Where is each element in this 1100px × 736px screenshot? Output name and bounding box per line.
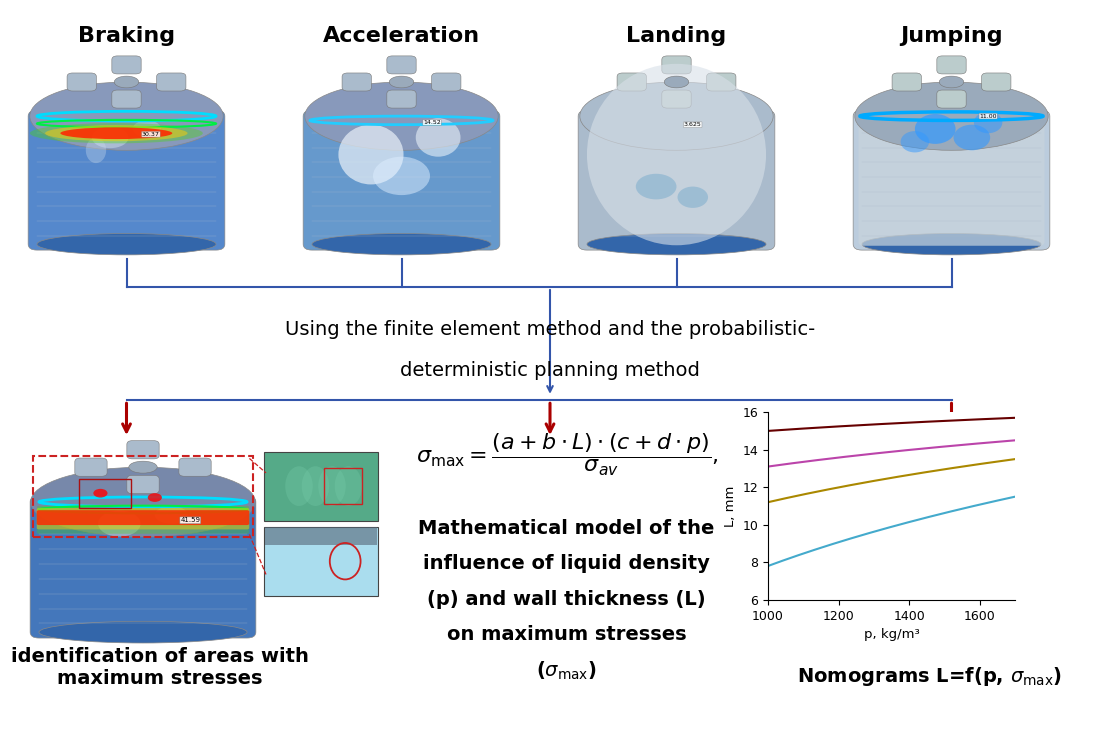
Ellipse shape: [305, 82, 498, 150]
Ellipse shape: [636, 174, 676, 199]
Ellipse shape: [318, 467, 345, 506]
Ellipse shape: [678, 187, 708, 208]
X-axis label: p, kg/m³: p, kg/m³: [864, 628, 920, 641]
Ellipse shape: [416, 118, 461, 157]
FancyBboxPatch shape: [387, 90, 416, 108]
Text: Acceleration: Acceleration: [323, 26, 480, 46]
Ellipse shape: [862, 233, 1041, 255]
Ellipse shape: [133, 121, 161, 138]
FancyBboxPatch shape: [36, 510, 250, 525]
Ellipse shape: [855, 82, 1048, 150]
FancyBboxPatch shape: [858, 115, 1045, 246]
Ellipse shape: [98, 511, 141, 537]
Text: identification of areas with
maximum stresses: identification of areas with maximum str…: [11, 647, 308, 688]
Ellipse shape: [94, 489, 108, 498]
Text: Braking: Braking: [78, 26, 175, 46]
FancyBboxPatch shape: [387, 56, 416, 74]
FancyBboxPatch shape: [36, 508, 250, 529]
Ellipse shape: [86, 138, 106, 163]
Ellipse shape: [31, 467, 255, 537]
FancyBboxPatch shape: [112, 90, 141, 108]
Ellipse shape: [92, 127, 129, 148]
Text: Nomograms L=f(p, $\sigma_{\rm max}$): Nomograms L=f(p, $\sigma_{\rm max}$): [798, 665, 1062, 688]
Ellipse shape: [114, 76, 139, 88]
Ellipse shape: [901, 131, 930, 152]
Ellipse shape: [587, 64, 766, 245]
FancyBboxPatch shape: [156, 73, 186, 91]
FancyBboxPatch shape: [706, 73, 736, 91]
FancyBboxPatch shape: [126, 441, 160, 459]
FancyBboxPatch shape: [981, 73, 1011, 91]
FancyBboxPatch shape: [304, 110, 499, 250]
Y-axis label: L, mm: L, mm: [724, 485, 737, 527]
FancyBboxPatch shape: [662, 56, 691, 74]
Ellipse shape: [580, 82, 773, 150]
Ellipse shape: [389, 76, 414, 88]
FancyBboxPatch shape: [112, 56, 141, 74]
Ellipse shape: [60, 127, 173, 139]
Ellipse shape: [285, 467, 312, 506]
FancyBboxPatch shape: [264, 452, 378, 521]
FancyBboxPatch shape: [36, 506, 250, 534]
FancyBboxPatch shape: [431, 73, 461, 91]
Ellipse shape: [339, 124, 404, 185]
Ellipse shape: [147, 493, 162, 502]
Ellipse shape: [915, 114, 956, 144]
Ellipse shape: [301, 467, 329, 506]
Text: influence of liquid density: influence of liquid density: [424, 554, 710, 573]
FancyBboxPatch shape: [617, 73, 647, 91]
FancyBboxPatch shape: [29, 110, 224, 250]
Ellipse shape: [45, 125, 187, 141]
Ellipse shape: [974, 112, 1002, 133]
FancyBboxPatch shape: [662, 90, 691, 108]
Text: on maximum stresses: on maximum stresses: [447, 625, 686, 644]
FancyBboxPatch shape: [892, 73, 922, 91]
Text: $\sigma_{\rm max} = \dfrac{(a + b \cdot L) \cdot (c + d \cdot p)}{\sigma_{av}},$: $\sigma_{\rm max} = \dfrac{(a + b \cdot …: [417, 431, 719, 478]
Ellipse shape: [129, 461, 157, 473]
FancyBboxPatch shape: [179, 458, 211, 476]
Ellipse shape: [373, 157, 430, 195]
Text: Mathematical model of the: Mathematical model of the: [418, 519, 715, 538]
FancyBboxPatch shape: [264, 527, 378, 596]
Text: 30.37: 30.37: [142, 132, 160, 137]
Text: 11.00: 11.00: [979, 113, 997, 118]
FancyBboxPatch shape: [937, 90, 966, 108]
Ellipse shape: [30, 82, 223, 150]
Ellipse shape: [39, 621, 248, 643]
FancyBboxPatch shape: [30, 496, 256, 638]
Ellipse shape: [664, 76, 689, 88]
Ellipse shape: [587, 233, 766, 255]
FancyBboxPatch shape: [937, 56, 966, 74]
FancyBboxPatch shape: [854, 110, 1049, 250]
Text: 3.625: 3.625: [684, 122, 702, 127]
Text: Using the finite element method and the probabilistic-: Using the finite element method and the …: [285, 319, 815, 339]
FancyBboxPatch shape: [265, 527, 377, 545]
Ellipse shape: [155, 506, 188, 523]
Ellipse shape: [30, 123, 202, 144]
Text: 41.59: 41.59: [180, 517, 200, 523]
FancyBboxPatch shape: [579, 110, 774, 250]
FancyBboxPatch shape: [126, 475, 160, 494]
Text: 14.52: 14.52: [424, 120, 441, 125]
FancyBboxPatch shape: [75, 458, 107, 476]
Text: ($\sigma_{\rm max}$): ($\sigma_{\rm max}$): [536, 660, 597, 682]
FancyBboxPatch shape: [67, 73, 97, 91]
Ellipse shape: [37, 233, 216, 255]
Ellipse shape: [334, 467, 362, 506]
Text: Jumping: Jumping: [900, 26, 1003, 46]
Ellipse shape: [954, 124, 990, 150]
Text: Landing: Landing: [626, 26, 727, 46]
FancyBboxPatch shape: [342, 73, 372, 91]
Text: (p) and wall thickness (L): (p) and wall thickness (L): [427, 590, 706, 609]
Ellipse shape: [312, 233, 491, 255]
Ellipse shape: [939, 76, 964, 88]
Text: deterministic planning method: deterministic planning method: [400, 339, 700, 380]
